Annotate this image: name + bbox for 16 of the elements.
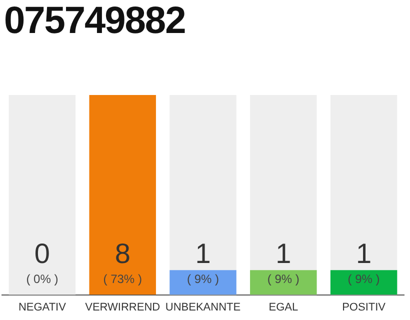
x-tick-label: VERWIRREND	[85, 301, 160, 314]
data-label: ( 9% )	[348, 272, 380, 286]
annotation: 1	[276, 238, 292, 269]
annotation: 1	[356, 238, 372, 269]
x-tick-label: UNBEKANNTE	[165, 301, 241, 314]
annotation: 8	[114, 238, 130, 269]
data-label: ( 9% )	[186, 272, 220, 286]
x-tick-label: POSITIV	[342, 301, 386, 314]
data-label: ( 73% )	[103, 272, 142, 286]
x-tick-label: NEGATIV	[18, 301, 67, 314]
chart-title: 075749882	[4, 0, 186, 43]
data-label: ( 9% )	[267, 272, 300, 286]
annotation: 0	[34, 238, 50, 269]
x-tick-label: EGAL	[268, 301, 298, 314]
annotation: 1	[195, 238, 211, 269]
data-label: ( 0% )	[26, 272, 58, 286]
